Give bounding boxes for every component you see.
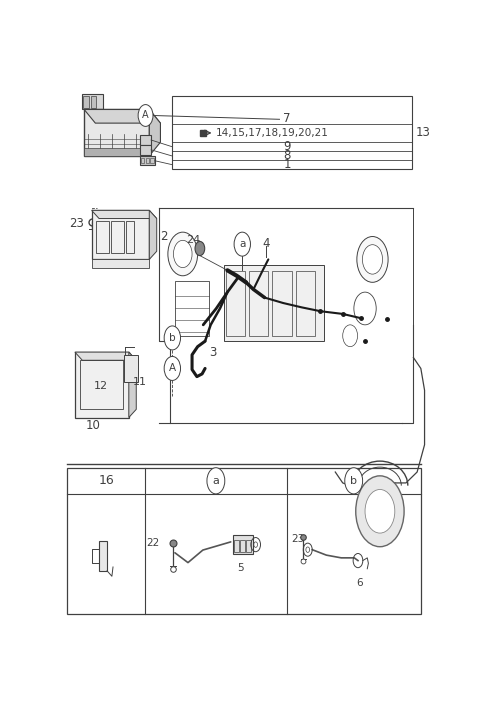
- Bar: [81, 360, 123, 409]
- Text: 3: 3: [210, 346, 217, 358]
- Polygon shape: [129, 352, 136, 418]
- Circle shape: [195, 241, 204, 256]
- Circle shape: [234, 232, 251, 256]
- Bar: [145, 158, 149, 164]
- Polygon shape: [92, 259, 149, 268]
- Bar: [296, 271, 315, 336]
- Bar: [175, 281, 209, 336]
- Text: 16: 16: [98, 474, 114, 487]
- Circle shape: [164, 356, 180, 380]
- Bar: [84, 148, 149, 156]
- Bar: [172, 96, 411, 169]
- Bar: [126, 222, 133, 253]
- Text: 14,15,17,18,19,20,21: 14,15,17,18,19,20,21: [216, 128, 329, 138]
- Text: 23: 23: [291, 534, 304, 544]
- Circle shape: [357, 236, 388, 282]
- Bar: [224, 265, 324, 341]
- Bar: [91, 96, 96, 108]
- Circle shape: [173, 240, 192, 268]
- Text: 1: 1: [283, 158, 291, 171]
- Polygon shape: [84, 110, 160, 123]
- Text: b: b: [169, 333, 176, 343]
- Text: A: A: [142, 110, 149, 120]
- Bar: [140, 135, 151, 145]
- Text: 22: 22: [146, 538, 159, 548]
- Circle shape: [168, 232, 198, 276]
- Bar: [233, 535, 253, 554]
- Bar: [150, 158, 154, 164]
- Text: 13: 13: [415, 127, 430, 139]
- Text: 11: 11: [133, 377, 147, 387]
- Circle shape: [138, 105, 153, 127]
- Text: 24: 24: [186, 235, 200, 246]
- Polygon shape: [75, 352, 136, 360]
- Bar: [75, 352, 129, 418]
- Text: 6: 6: [357, 578, 363, 588]
- Circle shape: [207, 468, 225, 494]
- Bar: [67, 468, 421, 614]
- Text: b: b: [350, 476, 357, 486]
- Text: 9: 9: [283, 140, 291, 153]
- Text: A: A: [169, 363, 176, 373]
- Text: 10: 10: [86, 419, 101, 432]
- Bar: [273, 271, 292, 336]
- Circle shape: [362, 245, 383, 274]
- Bar: [240, 539, 245, 552]
- Bar: [234, 539, 239, 552]
- Text: 2: 2: [160, 230, 168, 243]
- Text: 23: 23: [69, 217, 84, 231]
- Bar: [246, 539, 251, 552]
- Bar: [140, 145, 151, 155]
- Text: a: a: [213, 476, 219, 486]
- Circle shape: [356, 476, 404, 547]
- Circle shape: [345, 468, 362, 494]
- Polygon shape: [149, 210, 156, 259]
- Bar: [96, 222, 109, 253]
- Bar: [83, 94, 103, 110]
- Bar: [124, 355, 138, 382]
- Text: 4: 4: [263, 236, 270, 249]
- Circle shape: [164, 326, 180, 350]
- Polygon shape: [92, 210, 156, 219]
- Bar: [226, 271, 245, 336]
- Polygon shape: [149, 110, 160, 156]
- Bar: [84, 110, 149, 156]
- Text: 7: 7: [283, 113, 291, 125]
- Bar: [111, 222, 124, 253]
- Bar: [92, 210, 149, 259]
- Text: 5: 5: [238, 563, 244, 573]
- Text: 12: 12: [94, 382, 108, 392]
- Text: a: a: [239, 239, 245, 249]
- Bar: [99, 541, 107, 571]
- Text: 8: 8: [283, 149, 290, 162]
- Circle shape: [365, 489, 395, 533]
- Bar: [249, 271, 268, 336]
- Bar: [84, 96, 89, 108]
- Bar: [141, 158, 144, 164]
- Bar: [140, 156, 155, 164]
